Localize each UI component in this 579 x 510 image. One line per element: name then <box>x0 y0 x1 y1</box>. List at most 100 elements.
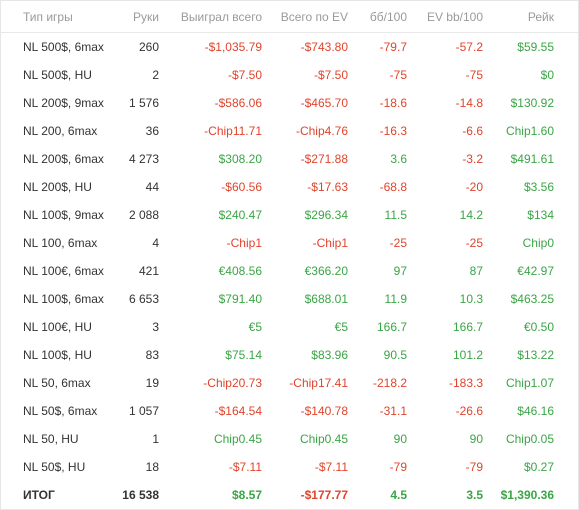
cell-rake: $46.16 <box>517 404 554 418</box>
cell-rake: $134 <box>527 208 554 222</box>
table-row[interactable]: NL 200, 6max 36 -Chip11.71 -Chip4.76 -16.3 -6… <box>1 117 578 145</box>
table-row[interactable]: NL 200$, 9max 1 576 -$586.06 -$465.70 -18.6 -… <box>1 89 578 117</box>
cell-rake: $1,390.36 <box>500 487 554 502</box>
row-spacer <box>554 425 578 453</box>
header-ev-total[interactable]: Всего по EV <box>262 1 348 33</box>
table-row[interactable]: NL 100€, 6max 421 €408.56 €366.20 97 87 €42.97 <box>1 257 578 285</box>
cell-game-type: NL 500$, HU <box>23 68 92 82</box>
table-row[interactable]: NL 200$, HU 44 -$60.56 -$17.63 -68.8 -20 $3.56 <box>1 173 578 201</box>
total-row[interactable]: ИТОГ 16 538 $8.57 -$177.77 4.5 3.5 $1,390.36 <box>1 481 578 508</box>
table-header: Тип игры Руки Выиграл всего Всего по EV … <box>1 1 578 33</box>
header-rake[interactable]: Рейк <box>483 1 554 33</box>
header-game-type[interactable]: Тип игры <box>1 1 101 33</box>
cell-won-total: Chip0.45 <box>213 432 262 446</box>
row-spacer <box>554 117 578 145</box>
cell-game-type: NL 500$, 6max <box>23 40 104 54</box>
cell-won-total: $75.14 <box>225 348 262 362</box>
cell-hands: 36 <box>145 124 159 138</box>
table-row[interactable]: NL 50$, HU 18 -$7.11 -$7.11 -79 -79 $0.27 <box>1 453 578 481</box>
cell-ev-total: -$17.63 <box>307 180 348 194</box>
cell-game-type: NL 100$, 6max <box>23 292 104 306</box>
cell-ev-total: -$271.88 <box>300 152 348 166</box>
cell-game-type: NL 100€, 6max <box>23 264 104 278</box>
row-spacer <box>554 285 578 313</box>
cell-ev-bb100: 87 <box>469 264 483 278</box>
cell-bb100: -68.8 <box>379 180 407 194</box>
cell-rake: Chip0 <box>522 236 554 250</box>
table-row[interactable]: NL 200$, 6max 4 273 $308.20 -$271.88 3.6 -3.2… <box>1 145 578 173</box>
cell-ev-total: -$140.78 <box>300 404 348 418</box>
cell-ev-total: -$743.80 <box>300 40 348 54</box>
table-row[interactable]: NL 100$, 6max 6 653 $791.40 $688.01 11.9 10.3… <box>1 285 578 313</box>
cell-bb100: -218.2 <box>372 376 407 390</box>
cell-rake: Chip1.60 <box>505 124 554 138</box>
table-row[interactable]: NL 500$, HU 2 -$7.50 -$7.50 -75 -75 $0 <box>1 61 578 89</box>
header-bb100[interactable]: бб/100 <box>348 1 407 33</box>
cell-hands: 4 <box>152 236 159 250</box>
cell-game-type: NL 50, HU <box>23 432 79 446</box>
cell-won-total: €5 <box>248 320 262 334</box>
cell-bb100: 11.5 <box>384 208 407 222</box>
cell-bb100: 90.5 <box>383 348 407 362</box>
cell-hands: 1 <box>152 432 159 446</box>
cell-hands: 2 088 <box>128 208 159 222</box>
header-spacer <box>554 1 578 33</box>
cell-ev-total: -$7.11 <box>314 460 348 474</box>
cell-ev-bb100: -57.2 <box>455 40 483 54</box>
cell-ev-total: €366.20 <box>304 264 348 278</box>
cell-bb100: 90 <box>393 432 407 446</box>
cell-won-total: -$586.06 <box>214 96 262 110</box>
table-row[interactable]: NL 500$, 6max 260 -$1,035.79 -$743.80 -79.7 -… <box>1 33 578 62</box>
cell-won-total: -$1,035.79 <box>204 40 262 54</box>
cell-ev-bb100: -6.6 <box>462 124 483 138</box>
row-spacer <box>554 313 578 341</box>
cell-rake: $3.56 <box>523 180 554 194</box>
row-spacer <box>554 61 578 89</box>
cell-rake: €0.50 <box>523 320 554 334</box>
cell-bb100: 4.5 <box>390 487 407 502</box>
row-spacer <box>554 481 578 508</box>
cell-won-total: -$7.11 <box>228 460 262 474</box>
cell-bb100: -25 <box>389 236 407 250</box>
cell-bb100: 11.9 <box>384 292 407 306</box>
cell-rake: $59.55 <box>517 40 554 54</box>
cell-ev-bb100: 10.3 <box>459 292 483 306</box>
table-row[interactable]: NL 50, HU 1 Chip0.45 Chip0.45 90 90 Chip0.05 <box>1 425 578 453</box>
cell-rake: $0 <box>540 68 554 82</box>
cell-hands: 1 057 <box>128 404 159 418</box>
row-spacer <box>554 229 578 257</box>
cell-ev-bb100: -25 <box>465 236 483 250</box>
header-hands[interactable]: Руки <box>101 1 159 33</box>
cell-hands: 260 <box>138 40 159 54</box>
row-spacer <box>554 257 578 285</box>
cell-rake: $13.22 <box>517 348 554 362</box>
cell-hands: 2 <box>152 68 159 82</box>
cell-ev-total: Chip0.45 <box>299 432 348 446</box>
table-row[interactable]: NL 50$, 6max 1 057 -$164.54 -$140.78 -31.1 -2… <box>1 397 578 425</box>
cell-game-type: NL 200$, 9max <box>23 96 104 110</box>
row-spacer <box>554 145 578 173</box>
cell-ev-total: -$177.77 <box>300 487 348 502</box>
row-spacer <box>554 89 578 117</box>
cell-bb100: 166.7 <box>376 320 407 334</box>
table-row[interactable]: NL 100$, 9max 2 088 $240.47 $296.34 11.5 14.2… <box>1 201 578 229</box>
cell-won-total: €408.56 <box>218 264 262 278</box>
table-row[interactable]: NL 100$, HU 83 $75.14 $83.96 90.5 101.2 $13.22 <box>1 341 578 369</box>
cell-game-type: NL 50$, 6max <box>23 404 98 418</box>
cell-ev-bb100: -3.2 <box>462 152 483 166</box>
cell-ev-total: -$7.50 <box>313 68 348 82</box>
table-row[interactable]: NL 50, 6max 19 -Chip20.73 -Chip17.41 -218.2 -… <box>1 369 578 397</box>
header-ev-bb100[interactable]: EV bb/100 <box>407 1 483 33</box>
cell-bb100: -75 <box>389 68 407 82</box>
table-row[interactable]: NL 100, 6max 4 -Chip1 -Chip1 -25 -25 Chip0 <box>1 229 578 257</box>
cell-rake: Chip0.05 <box>505 432 554 446</box>
table-row[interactable]: NL 100€, HU 3 €5 €5 166.7 166.7 €0.50 <box>1 313 578 341</box>
row-spacer <box>554 33 578 62</box>
row-spacer <box>554 173 578 201</box>
table-body: NL 500$, 6max 260 -$1,035.79 -$743.80 -79.7 -… <box>1 33 578 509</box>
header-won-total[interactable]: Выиграл всего <box>159 1 262 33</box>
cell-game-type: NL 200, 6max <box>23 124 98 138</box>
cell-won-total: $308.20 <box>218 152 262 166</box>
